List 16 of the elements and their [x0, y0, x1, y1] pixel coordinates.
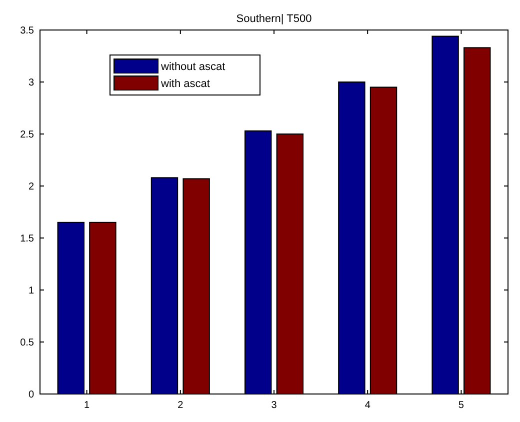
legend-label: without ascat: [160, 60, 226, 73]
x-tick-label: 4: [364, 400, 371, 411]
y-tick-label: 0: [28, 390, 34, 400]
y-tick-label: 2: [28, 182, 34, 192]
legend-label: with ascat: [160, 78, 210, 90]
y-tick-label: 0.5: [20, 338, 34, 348]
y-tick-label: 1: [28, 286, 34, 296]
x-tick-label: 1: [84, 400, 90, 411]
y-tick-label: 1.5: [20, 234, 34, 244]
x-tick-label: 5: [458, 400, 464, 411]
chart-title: Southern| T500: [236, 13, 312, 25]
x-tick-label: 3: [271, 400, 278, 411]
y-tick-label: 2.5: [20, 130, 34, 140]
y-tick-label: 3.5: [20, 26, 34, 36]
x-tick-label: 2: [178, 400, 184, 411]
y-tick-label: 3: [28, 78, 34, 88]
